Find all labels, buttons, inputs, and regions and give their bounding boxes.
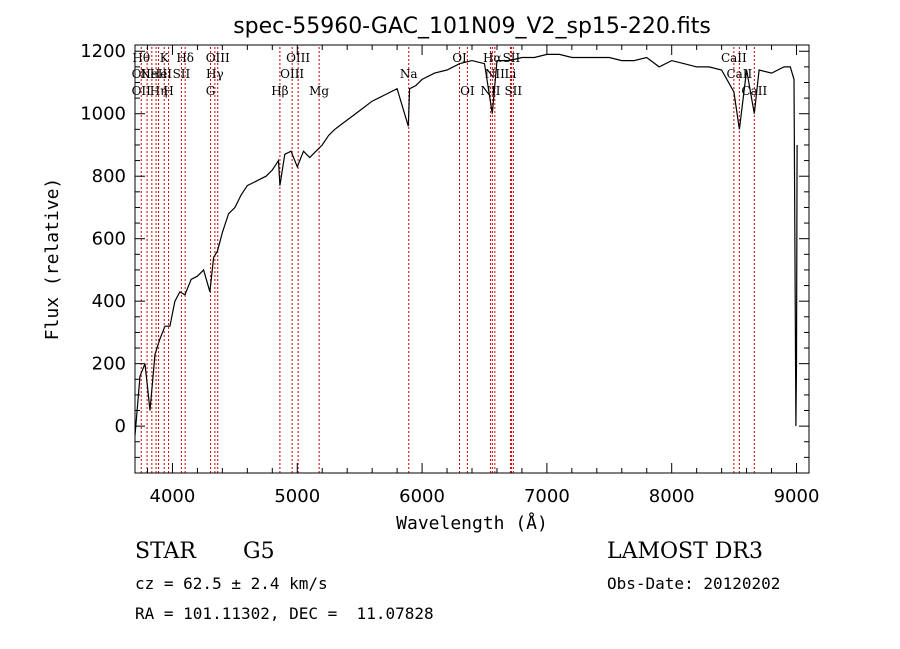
line-marker-label: OI xyxy=(452,51,467,65)
line-marker-label: SII xyxy=(503,51,521,65)
y-tick-label: 1000 xyxy=(80,104,126,125)
x-tick-label: 4000 xyxy=(150,486,196,507)
survey-label: LAMOST DR3 xyxy=(607,539,763,564)
coordinates-text: RA = 101.11302, DEC = 11.07828 xyxy=(135,604,434,623)
y-tick-label: 200 xyxy=(92,354,126,375)
line-marker-label: OIII xyxy=(280,67,304,81)
line-marker-label: OII xyxy=(132,84,152,98)
line-marker-label: Mg xyxy=(309,84,329,98)
y-tick-label: 1200 xyxy=(80,41,126,62)
x-tick-label: 6000 xyxy=(399,486,445,507)
line-marker-label: OIII xyxy=(286,51,310,65)
spectral-type-label: G5 xyxy=(243,539,275,564)
line-marker-label: NeIII xyxy=(140,67,172,81)
x-tick-label: 5000 xyxy=(274,486,320,507)
line-marker-label: G xyxy=(206,84,216,98)
y-axis: 0 200 400 600 800 1000 1200 xyxy=(80,41,809,458)
x-tick-label: 9000 xyxy=(774,486,820,507)
y-tick-label: 600 xyxy=(92,229,126,250)
chart-title: spec-55960-GAC_101N09_V2_sp15-220.fits xyxy=(233,14,711,39)
object-class-label: STAR xyxy=(135,539,196,564)
line-marker-label: Na xyxy=(400,67,418,81)
line-marker-label: CaII xyxy=(721,51,747,65)
line-marker-label: NII xyxy=(485,67,505,81)
line-marker-label: OII xyxy=(132,67,152,81)
x-axis-label: Wavelength (Å) xyxy=(396,512,548,534)
line-marker-label: Hγ xyxy=(206,67,224,81)
line-marker-label: OIII xyxy=(206,51,230,65)
line-marker-label: H xyxy=(163,84,173,98)
line-marker-label: Hα xyxy=(483,51,502,65)
line-marker-label: Hθ xyxy=(132,51,150,65)
spectral-line-labels: HθOIIOIINeIIIHeHηKHSIIHδGHγOIIIHβOIIIOII… xyxy=(132,51,768,98)
y-axis-label: Flux (relative) xyxy=(42,178,63,341)
line-marker-label: SII xyxy=(173,67,191,81)
line-marker-label: Hβ xyxy=(271,84,288,98)
line-marker-label: SII xyxy=(504,84,522,98)
line-marker-label: K xyxy=(160,51,170,65)
spectrum-series-line xyxy=(134,53,798,436)
obs-date-text: Obs-Date: 20120202 xyxy=(607,574,781,593)
y-tick-label: 800 xyxy=(92,166,126,187)
x-tick-label: 8000 xyxy=(649,486,695,507)
plot-frame xyxy=(134,44,810,474)
spectral-line-markers xyxy=(140,47,755,473)
redshift-text: cz = 62.5 ± 2.4 km/s xyxy=(135,574,328,593)
line-marker-label: He xyxy=(150,67,168,81)
line-marker-label: CaII xyxy=(741,84,767,98)
x-axis: 4000 5000 6000 7000 8000 9000 xyxy=(146,45,820,507)
line-marker-label: Hδ xyxy=(176,51,194,65)
y-tick-label: 0 xyxy=(115,416,126,437)
line-marker-label: NII xyxy=(480,84,500,98)
line-marker-label: Hη xyxy=(150,84,168,98)
x-tick-label: 7000 xyxy=(524,486,570,507)
line-marker-label: Li xyxy=(505,67,517,81)
y-tick-label: 400 xyxy=(92,291,126,312)
line-marker-label: OI xyxy=(460,84,475,98)
